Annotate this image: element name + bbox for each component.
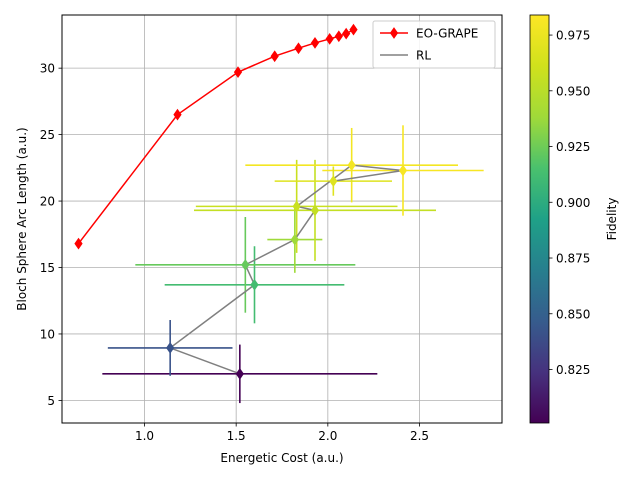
plot-frame xyxy=(61,14,503,424)
legend: EO-GRAPE RL xyxy=(372,20,496,69)
rl-point xyxy=(290,233,299,246)
colorbar-tick-label: 0.825 xyxy=(556,363,590,377)
y-tick-label: 5 xyxy=(47,394,55,408)
x-axis-label: Energetic Cost (a.u.) xyxy=(220,451,343,465)
rl-point xyxy=(329,175,338,187)
rl-point xyxy=(250,278,259,291)
eo-grape-point xyxy=(294,42,303,55)
eo-grape-point xyxy=(342,27,351,40)
rl-line xyxy=(168,164,404,375)
rl-point xyxy=(347,159,356,172)
colorbar-tick-label: 0.975 xyxy=(556,29,590,43)
colorbar-gradient xyxy=(529,14,550,424)
x-tick-label: 2.0 xyxy=(318,429,337,443)
colorbar-tick-label: 0.950 xyxy=(556,84,590,98)
rl-point xyxy=(310,204,320,217)
y-tick-label: 30 xyxy=(40,62,55,76)
y-tick-label: 15 xyxy=(40,261,55,275)
colorbar-label: Fidelity xyxy=(605,198,619,241)
eo-grape-point xyxy=(349,23,358,36)
y-tick-label: 25 xyxy=(40,128,55,142)
eo-grape-point xyxy=(74,237,83,250)
plot-data xyxy=(74,23,484,404)
y-axis-label: Bloch Sphere Arc Length (a.u.) xyxy=(15,127,29,310)
eo-grape-point xyxy=(173,108,182,121)
rl-point xyxy=(235,367,244,380)
x-tick-label: 2.5 xyxy=(410,429,429,443)
x-tick-label: 1.0 xyxy=(135,429,154,443)
y-tick-label: 20 xyxy=(40,195,55,209)
rl-point xyxy=(398,164,408,177)
legend-eo-grape-marker xyxy=(389,27,399,39)
legend-rl-label: RL xyxy=(416,49,431,63)
rl-point xyxy=(241,258,250,271)
eo-grape-point xyxy=(325,33,334,45)
eo-grape-point xyxy=(310,37,320,49)
rl-point xyxy=(292,200,301,213)
axis-ticks: 1.0 1.5 2.0 2.5 5 10 15 20 25 30 xyxy=(40,62,429,443)
colorbar-tick-label: 0.925 xyxy=(556,140,590,154)
y-tick-label: 10 xyxy=(40,327,55,341)
colorbar-tick-label: 0.875 xyxy=(556,252,590,266)
legend-eo-grape-label: EO-GRAPE xyxy=(416,27,478,41)
colorbar-tick-label: 0.900 xyxy=(556,196,590,210)
colorbar: 0.825 0.850 0.875 0.900 0.925 0.950 0.975 Fide… xyxy=(529,14,619,424)
eo-grape-point xyxy=(334,30,343,43)
colorbar-ticks: 0.825 0.850 0.875 0.900 0.925 0.950 0.975 xyxy=(549,29,590,377)
eo-grape-line xyxy=(77,28,354,245)
eo-grape-point xyxy=(270,50,279,63)
rl-point xyxy=(166,342,175,354)
eo-grape-point xyxy=(233,66,243,79)
colorbar-tick-label: 0.850 xyxy=(556,307,590,321)
x-tick-label: 1.5 xyxy=(227,429,246,443)
